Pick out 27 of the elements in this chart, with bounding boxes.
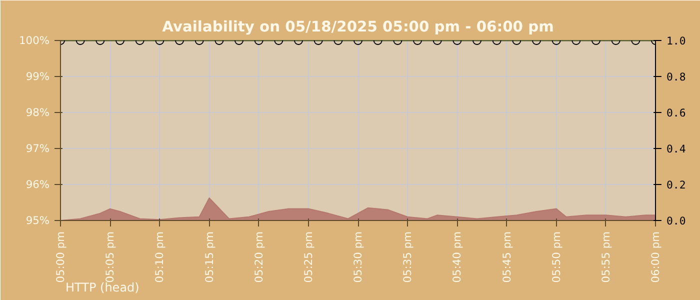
x-tick-label: 05:00 pm [54,231,67,283]
y-tick-label: 98% [26,106,50,119]
x-tick-label: 06:00 pm [649,231,662,283]
x-tick-label: 05:55 pm [599,231,612,283]
y2-tick-label: 0.4 [666,142,686,156]
y2-tick-label: 0.8 [666,70,686,84]
x-tick-label: 05:35 pm [401,231,414,283]
y2-tick-label: 0.6 [666,106,686,120]
y2-tick-label: 1.0 [666,34,686,48]
y-tick-label: 99% [26,70,50,83]
y-tick-label: 96% [26,178,50,191]
x-tick-label: 05:05 pm [104,231,117,283]
x-tick-label: 05:10 pm [153,231,166,283]
x-tick-label: 05:25 pm [302,231,315,283]
chart-title: Availability on 05/18/2025 05:00 pm - 06:00 pm [162,18,554,36]
y-tick-label: 95% [26,214,50,227]
y2-tick-label: 0.0 [666,214,686,228]
x-tick-label: 05:20 pm [252,231,266,283]
x-tick-label: 05:50 pm [550,231,563,283]
y-tick-label: 97% [26,142,50,155]
y2-tick-label: 0.2 [666,178,686,192]
x-tick-label: 05:45 pm [500,231,514,283]
text: HTTP (head) [66,280,140,294]
x-tick-label: 05:40 pm [450,231,464,283]
x-tick-label: 05:15 pm [202,231,216,283]
y-tick-label: 100% [19,34,50,47]
x-tick-label: 05:30 pm [352,231,364,283]
